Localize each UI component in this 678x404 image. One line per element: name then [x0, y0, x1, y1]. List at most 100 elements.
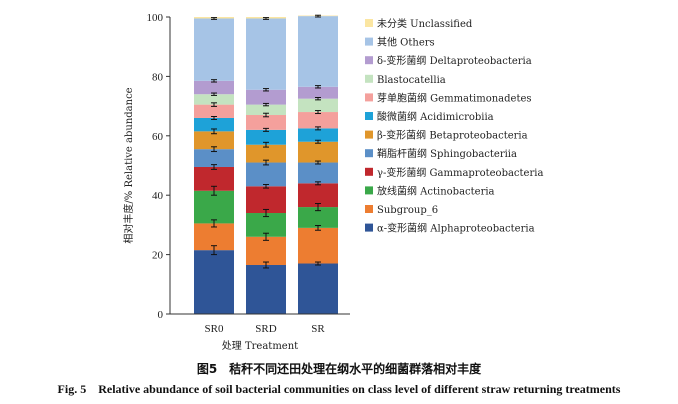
error-bar-sr0-11: [211, 17, 217, 20]
error-bar-sr-8: [315, 110, 321, 115]
bar-segment-sr-6: [298, 141, 338, 163]
bar-segment-srd-3: [246, 213, 286, 237]
error-bar-sr0-6: [211, 128, 217, 135]
legend-label: Subgroup_6: [377, 205, 438, 216]
bar-segment-sr0-5: [194, 149, 234, 167]
error-bar-sr0-9: [211, 92, 217, 96]
legend-item-12: 未分类 Unclassified: [365, 17, 473, 30]
legend-item-6: β-变形菌纲 Betaproteobacteria: [365, 129, 528, 142]
y-tick-label-20: 20: [152, 250, 164, 262]
bar-segment-sr-11: [298, 16, 338, 87]
y-tick-label-0: 0: [158, 309, 164, 321]
bar-segment-sr-3: [298, 207, 338, 228]
bar-segment-sr0-6: [194, 131, 234, 150]
bar-segment-sr0-4: [194, 166, 234, 191]
error-bar-srd-11: [263, 17, 269, 20]
legend-swatch: [365, 186, 373, 195]
figure-caption-en: Fig. 5 Relative abundance of soil bacter…: [57, 382, 621, 396]
y-tick-label-80: 80: [152, 71, 164, 83]
figure-caption-cn: 图5 秸秆不同还田处理在纲水平的细菌群落相对丰度: [196, 362, 482, 376]
x-tick-label-sr: SR: [311, 323, 325, 335]
plot-area: [194, 15, 338, 314]
x-axis-title: 处理 Treatment: [222, 340, 298, 352]
x-tick-label-sr0: SR0: [205, 323, 224, 335]
error-bar-srd-4: [263, 184, 269, 189]
bar-segment-sr0-10: [194, 80, 234, 95]
y-tick-label-60: 60: [152, 131, 164, 143]
legend-swatch: [365, 74, 373, 83]
bar-segment-srd-6: [246, 144, 286, 163]
bar-segment-sr0-9: [194, 94, 234, 105]
bar-segment-sr0-11: [194, 18, 234, 81]
legend-item-3: 放线菌纲 Actinobacteria: [365, 184, 495, 197]
legend-item-5: 鞘脂杆菌纲 Sphingobacteriia: [365, 147, 517, 160]
error-bar-srd-3: [263, 208, 269, 218]
bacterial-abundance-chart: 0 20 40 60 80 100 SR0 SRD SR 相对丰度/% Relative ab…: [122, 12, 543, 352]
error-bar-sr-6: [315, 139, 321, 144]
legend-swatch: [365, 205, 373, 213]
legend-swatch: [365, 130, 373, 139]
legend: 未分类 Unclassified 其他 Others δ-变形菌纲 Deltapro…: [365, 17, 543, 235]
error-bar-sr-5: [315, 160, 321, 165]
legend-item-4: γ-变形菌纲 Gammaproteobacteria: [365, 166, 543, 179]
error-bar-srd-8: [263, 112, 269, 118]
error-bar-sr-4: [315, 181, 321, 186]
legend-label: 鞘脂杆菌纲 Sphingobacteriia: [377, 147, 517, 160]
legend-swatch: [365, 223, 373, 232]
legend-label: α-变形菌纲 Alphaproteobacteria: [377, 222, 535, 235]
legend-label: β-变形菌纲 Betaproteobacteria: [377, 129, 528, 142]
bar-segment-srd-2: [246, 236, 286, 265]
legend-swatch: [365, 167, 373, 176]
error-bars: [211, 14, 321, 269]
legend-label: γ-变形菌纲 Gammaproteobacteria: [377, 166, 543, 179]
x-labels: SR0 SRD SR: [205, 323, 326, 335]
legend-swatch: [365, 56, 373, 65]
bar-segment-sr-1: [298, 263, 338, 314]
error-bar-sr0-3: [211, 185, 217, 196]
error-bar-srd-1: [263, 261, 269, 269]
error-bar-sr0-8: [211, 102, 217, 107]
bar-segment-srd-11: [246, 18, 286, 90]
legend-label: 芽单胞菌纲 Gemmatimonadetes: [377, 91, 532, 104]
error-bar-srd-2: [263, 232, 269, 241]
bar-segment-sr-9: [298, 98, 338, 113]
error-bar-sr-1: [315, 261, 321, 266]
bar-segment-sr0-7: [194, 117, 234, 132]
legend-swatch: [365, 37, 373, 46]
legend-swatch: [365, 19, 373, 27]
error-bar-sr-3: [315, 203, 321, 212]
legend-item-1: α-变形菌纲 Alphaproteobacteria: [365, 222, 535, 235]
legend-label: 其他 Others: [377, 36, 435, 49]
legend-swatch: [365, 93, 373, 102]
bar-segment-sr0-3: [194, 190, 234, 224]
legend-item-8: 芽单胞菌纲 Gemmatimonadetes: [365, 91, 532, 104]
bar-segment-srd-8: [246, 115, 286, 130]
legend-item-2: Subgroup_6: [365, 205, 438, 216]
bar-segment-srd-7: [246, 129, 286, 145]
bar-segment-sr0-1: [194, 250, 234, 314]
error-bar-sr-2: [315, 224, 321, 231]
legend-label: Blastocatellia: [377, 75, 446, 86]
bar-segment-srd-5: [246, 162, 286, 187]
y-tick-label-100: 100: [147, 12, 164, 24]
bar-segment-sr-10: [298, 86, 338, 99]
error-bar-sr0-10: [211, 79, 217, 83]
error-bar-sr-9: [315, 96, 321, 101]
axes: [169, 17, 350, 315]
legend-label: 放线菌纲 Actinobacteria: [377, 184, 495, 197]
legend-item-10: δ-变形菌纲 Deltaproteobacteria: [365, 54, 532, 67]
error-bar-srd-10: [263, 88, 269, 92]
error-bar-sr-11: [315, 14, 321, 18]
error-bar-sr0-7: [211, 115, 217, 120]
error-bar-sr0-4: [211, 164, 217, 170]
error-bar-sr0-5: [211, 146, 217, 153]
bar-segment-sr-5: [298, 162, 338, 184]
bar-segment-sr-4: [298, 183, 338, 208]
legend-swatch: [365, 112, 373, 120]
y-ticks: 0 20 40 60 80 100: [147, 12, 170, 321]
y-axis-title: 相对丰度/% Relative abundance: [122, 87, 135, 243]
bar-segment-sr-7: [298, 128, 338, 142]
legend-item-9: Blastocatellia: [365, 74, 446, 86]
legend-swatch: [365, 149, 373, 158]
legend-label: 未分类 Unclassified: [377, 17, 473, 30]
